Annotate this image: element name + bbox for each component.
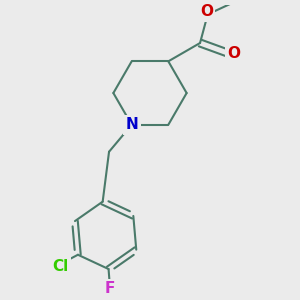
Text: O: O (200, 4, 213, 19)
Text: O: O (227, 46, 240, 61)
Text: N: N (125, 117, 138, 132)
Text: Cl: Cl (52, 260, 69, 274)
Text: F: F (105, 281, 116, 296)
